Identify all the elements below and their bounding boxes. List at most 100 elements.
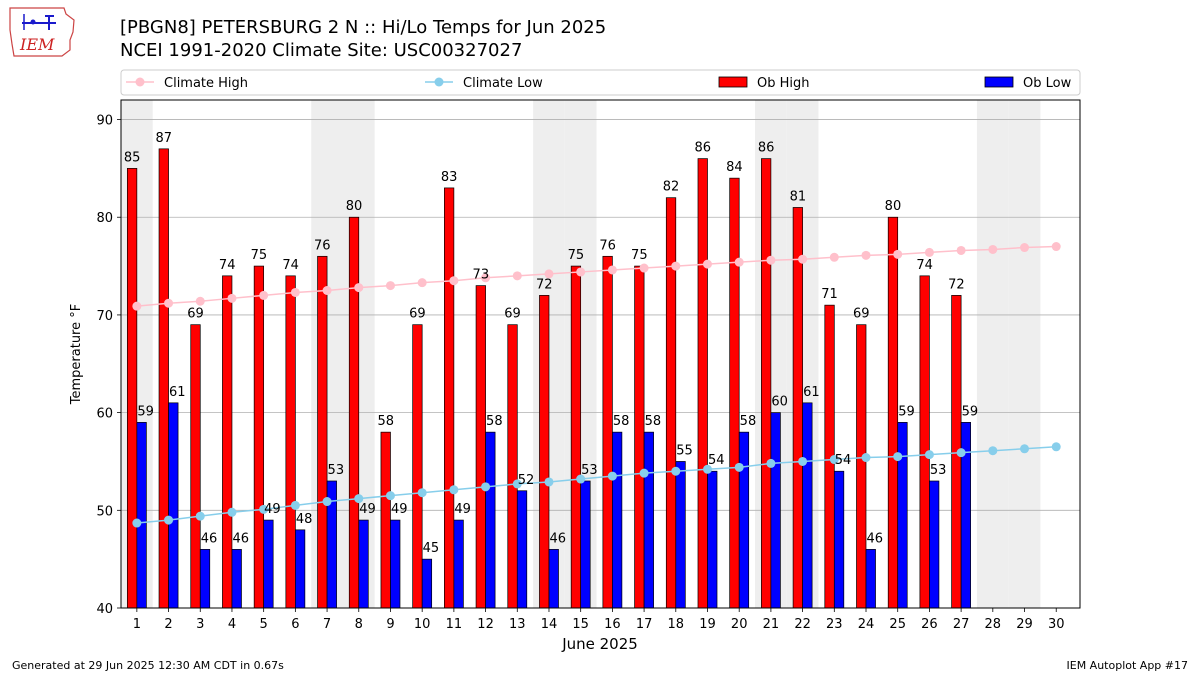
ob-low-data-label: 53	[328, 463, 345, 478]
x-tick-label: 19	[699, 617, 716, 632]
ob-low-bar	[453, 519, 464, 609]
climate-high-point	[195, 296, 205, 306]
ob-high-bar	[697, 158, 708, 609]
x-tick-label: 22	[794, 617, 811, 632]
climate-low-point	[322, 497, 332, 507]
ob-low-data-label: 54	[835, 453, 852, 468]
ob-high-data-label: 69	[187, 307, 204, 322]
x-tick-label: 21	[763, 617, 780, 632]
ob-high-data-label: 80	[346, 199, 363, 214]
ob-low-data-label: 61	[169, 385, 186, 400]
climate-high-point	[893, 249, 903, 259]
ob-high-bar	[158, 148, 169, 609]
ob-high-data-label: 73	[473, 268, 490, 283]
ob-high-bar	[380, 431, 391, 609]
ob-low-bar	[738, 431, 750, 609]
x-tick-label: 4	[228, 617, 236, 632]
ob-high-bar	[253, 265, 265, 609]
iem-logo-text: IEM	[19, 35, 55, 54]
climate-high-point	[861, 250, 871, 260]
ob-low-bar	[707, 470, 718, 609]
climate-low-point	[829, 455, 839, 465]
ob-high-bar	[190, 324, 201, 609]
climate-high-point	[829, 252, 839, 262]
climate-high-point	[417, 278, 427, 288]
ob-high-bar	[412, 324, 423, 609]
ob-high-bar	[317, 255, 328, 609]
x-tick-label: 16	[604, 617, 621, 632]
climate-high-point	[544, 269, 554, 279]
climate-high-point	[164, 298, 174, 308]
x-tick-label: 13	[509, 617, 526, 632]
x-tick-label: 8	[355, 617, 363, 632]
ob-low-data-label: 58	[486, 414, 503, 429]
x-tick-label: 20	[731, 617, 748, 632]
ob-low-bar	[865, 549, 876, 609]
climate-high-point	[766, 255, 776, 265]
ob-low-bar	[612, 431, 623, 609]
ob-low-bar	[548, 549, 559, 609]
ob-low-data-label: 49	[454, 502, 471, 517]
ob-high-data-label: 76	[599, 238, 616, 253]
y-tick-label: 40	[96, 602, 113, 617]
climate-low-point	[734, 462, 744, 472]
x-tick-label: 1	[133, 617, 141, 632]
x-tick-label: 12	[477, 617, 494, 632]
climate-high-point	[322, 286, 332, 295]
climate-low-point	[1020, 444, 1030, 454]
climate-low-point	[956, 448, 966, 458]
ob-low-data-label: 59	[898, 404, 915, 419]
climate-high-point	[449, 276, 459, 286]
climate-high-point	[988, 244, 998, 254]
ob-high-data-label: 83	[441, 170, 458, 185]
ob-high-bar	[222, 275, 233, 609]
y-tick-label: 60	[96, 407, 113, 422]
climate-low-point	[417, 488, 427, 498]
ob-low-bar	[263, 519, 274, 609]
x-tick-label: 6	[291, 617, 299, 632]
ob-low-data-label: 58	[740, 414, 757, 429]
legend-climate-high-label: Climate High	[164, 76, 248, 91]
x-tick-label: 26	[921, 617, 938, 632]
ob-low-data-label: 55	[676, 443, 693, 458]
x-tick-label: 18	[668, 617, 685, 632]
climate-low-point	[924, 450, 934, 460]
weekend-shade	[976, 100, 1009, 608]
climate-high-point	[259, 290, 269, 300]
ob-low-bar	[231, 549, 242, 609]
climate-high-point	[956, 245, 966, 255]
ob-low-data-label: 53	[581, 463, 598, 478]
ob-high-bar	[539, 295, 550, 609]
ob-high-data-label: 81	[790, 189, 807, 204]
ob-high-data-label: 71	[821, 287, 838, 302]
x-tick-label: 17	[636, 617, 653, 632]
ob-low-data-label: 61	[803, 385, 820, 400]
ob-high-data-label: 74	[916, 258, 933, 273]
ob-low-bar	[643, 431, 654, 609]
ob-high-data-label: 80	[885, 199, 902, 214]
ob-high-data-label: 76	[314, 238, 331, 253]
ob-low-data-label: 49	[391, 502, 408, 517]
x-tick-label: 25	[889, 617, 906, 632]
climate-low-line	[136, 446, 1057, 524]
ob-high-bar	[126, 168, 138, 609]
climate-high-point	[639, 263, 649, 273]
legend-climate-high-marker	[135, 77, 145, 87]
legend-ob-high-swatch	[718, 76, 748, 88]
ob-low-bar	[168, 402, 179, 609]
climate-high-point	[512, 271, 522, 281]
ob-low-data-label: 58	[645, 414, 662, 429]
ob-low-data-label: 59	[962, 404, 979, 419]
ob-high-bar	[602, 255, 613, 609]
y-axis-label: Temperature °F	[69, 304, 84, 405]
ob-high-data-label: 84	[726, 160, 743, 175]
plot-frame	[120, 99, 1081, 609]
climate-low-point	[354, 494, 364, 504]
ob-low-data-label: 46	[201, 531, 218, 546]
ob-low-data-label: 54	[708, 453, 725, 468]
ob-high-data-label: 75	[251, 248, 268, 263]
legend-ob-low-label: Ob Low	[1023, 76, 1072, 91]
climate-high-point	[385, 281, 395, 291]
x-tick-label: 3	[196, 617, 204, 632]
ob-low-data-label: 49	[359, 502, 376, 517]
